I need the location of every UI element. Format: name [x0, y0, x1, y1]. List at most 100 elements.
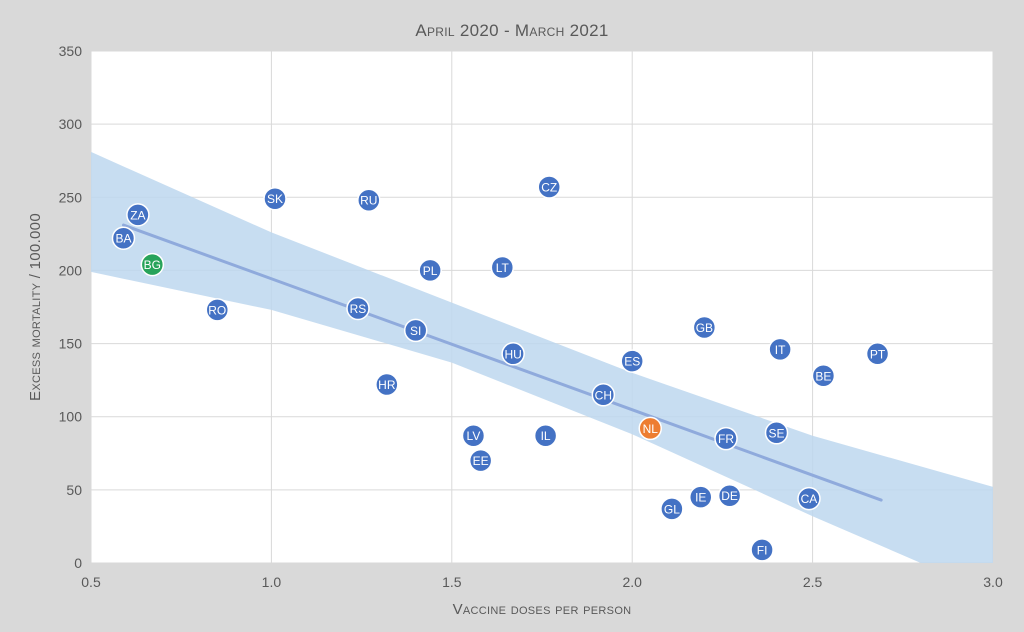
- point-marker: [692, 315, 717, 340]
- data-point-ca: CA: [797, 486, 821, 511]
- y-tick-label: 100: [59, 409, 83, 425]
- point-label: LV: [467, 429, 481, 443]
- data-point-nl: NL: [638, 416, 662, 441]
- x-tick-label: 0.5: [81, 574, 101, 590]
- point-marker: [865, 342, 890, 366]
- point-marker: [346, 296, 370, 321]
- point-marker: [490, 255, 515, 280]
- x-tick-label: 1.5: [442, 574, 462, 590]
- point-label: FR: [718, 432, 734, 446]
- point-label: NL: [643, 422, 659, 436]
- point-marker: [111, 226, 136, 250]
- point-label: RS: [350, 302, 367, 316]
- point-label: ZA: [130, 208, 145, 222]
- point-marker: [533, 423, 558, 448]
- data-point-ie: IE: [689, 485, 713, 509]
- point-label: IT: [775, 343, 786, 357]
- data-point-hu: HU: [501, 342, 525, 366]
- point-label: CA: [801, 492, 818, 506]
- y-tick-label: 0: [74, 555, 82, 571]
- point-marker: [797, 486, 821, 511]
- point-label: SI: [410, 324, 421, 338]
- data-point-se: SE: [764, 421, 789, 445]
- point-label: SE: [769, 426, 785, 440]
- point-marker: [768, 337, 792, 362]
- point-label: LT: [496, 261, 510, 275]
- data-point-gb: GB: [692, 315, 717, 340]
- point-marker: [140, 252, 165, 277]
- point-label: RU: [360, 194, 377, 208]
- point-label: PT: [870, 347, 886, 361]
- y-tick-label: 300: [59, 116, 83, 132]
- point-marker: [750, 538, 774, 562]
- trendline-layer: [121, 223, 883, 502]
- point-label: BG: [144, 258, 161, 272]
- data-point-rs: RS: [346, 296, 370, 321]
- point-marker: [461, 423, 486, 448]
- data-point-za: ZA: [126, 203, 150, 227]
- data-point-be: BE: [811, 364, 836, 388]
- axis-layer: 0 50 100 150 200 250 300 350 0.5 1.0 1.5 2.0 2.5 3.0: [59, 43, 1003, 590]
- point-marker: [714, 426, 738, 451]
- point-marker: [689, 485, 713, 509]
- data-point-de: DE: [717, 483, 742, 508]
- chart-title: April 2020 - March 2021: [415, 21, 608, 40]
- point-label: IE: [695, 491, 706, 505]
- point-marker: [403, 318, 428, 343]
- point-label: PL: [423, 264, 438, 278]
- point-label: CZ: [541, 181, 557, 195]
- y-tick-label: 250: [59, 189, 83, 205]
- y-tick-label: 50: [66, 482, 82, 498]
- point-marker: [620, 349, 644, 373]
- data-point-gl: GL: [660, 497, 684, 521]
- data-point-hr: HR: [375, 372, 399, 397]
- data-point-ba: BA: [111, 226, 136, 250]
- data-point-fr: FR: [714, 426, 738, 451]
- data-points: ZA BA BG RO SK RU RS SI HR PL LT HU LV EE IL CZ ES CH NL GB…: [111, 175, 890, 562]
- point-label: FI: [757, 543, 768, 557]
- point-marker: [811, 364, 836, 388]
- data-point-pt: PT: [865, 342, 890, 366]
- data-point-bg: BG: [140, 252, 165, 277]
- point-marker: [205, 298, 230, 322]
- data-point-lv: LV: [461, 423, 486, 448]
- point-label: HR: [378, 378, 396, 392]
- point-marker: [717, 483, 742, 508]
- data-point-pl: PL: [418, 258, 442, 283]
- point-label: GB: [696, 321, 713, 335]
- x-tick-label: 3.0: [983, 574, 1003, 590]
- point-marker: [591, 383, 616, 407]
- point-marker: [468, 448, 493, 473]
- data-point-ru: RU: [357, 188, 381, 212]
- trendline: [121, 223, 883, 502]
- point-label: RO: [208, 303, 226, 317]
- data-point-il: IL: [533, 423, 558, 448]
- data-point-ee: EE: [468, 448, 493, 473]
- point-label: GL: [664, 502, 680, 516]
- data-point-si: SI: [403, 318, 428, 343]
- point-marker: [375, 372, 399, 397]
- point-label: SK: [267, 192, 283, 206]
- data-point-ro: RO: [205, 298, 230, 322]
- point-label: CH: [595, 388, 612, 402]
- data-point-sk: SK: [263, 186, 287, 211]
- y-tick-label: 200: [59, 262, 83, 278]
- point-label: IL: [541, 429, 551, 443]
- point-marker: [660, 497, 684, 521]
- x-tick-label: 2.5: [803, 574, 823, 590]
- data-point-ch: CH: [591, 383, 616, 407]
- point-marker: [764, 421, 789, 445]
- point-label: BA: [115, 232, 131, 246]
- point-label: DE: [721, 489, 738, 503]
- x-axis-label: Vaccine doses per person: [453, 601, 632, 618]
- point-label: HU: [504, 347, 521, 361]
- data-point-cz: CZ: [537, 175, 561, 199]
- point-marker: [638, 416, 662, 441]
- point-marker: [537, 175, 561, 199]
- point-marker: [126, 203, 150, 227]
- point-label: EE: [473, 454, 489, 468]
- data-point-fi: FI: [750, 538, 774, 562]
- x-tick-label: 1.0: [262, 574, 282, 590]
